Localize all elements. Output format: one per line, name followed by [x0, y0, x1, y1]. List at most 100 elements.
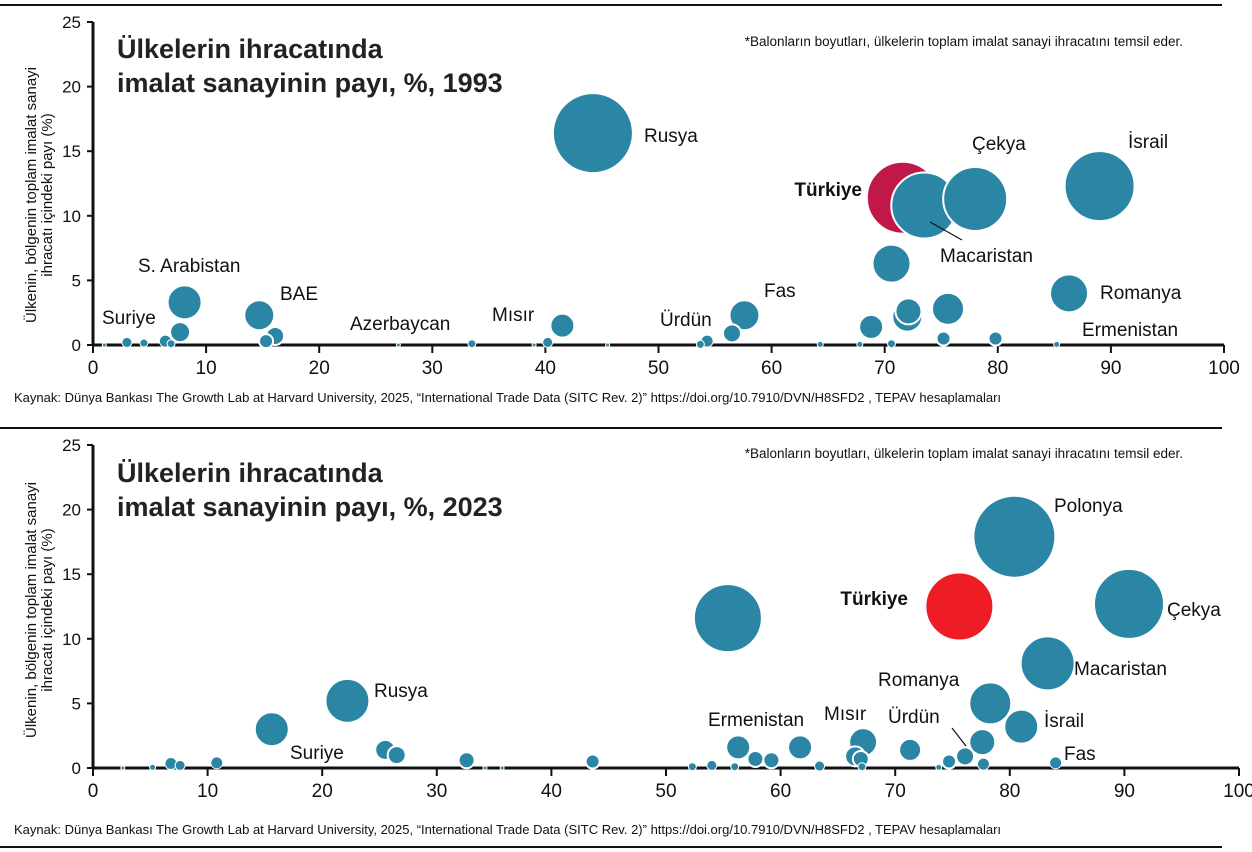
data-label: Azerbaycan [350, 314, 450, 335]
source-note-1993: Kaynak: Dünya Bankası The Growth Lab at … [14, 390, 1002, 405]
bubble-polonya [972, 494, 1057, 579]
bubble-romanya [1049, 273, 1090, 314]
bubble [856, 340, 864, 348]
data-label: Rusya [644, 126, 698, 147]
bubble-türkiye [924, 571, 995, 642]
chart-title-line2: imalat sanayinin payı, %, 2023 [117, 492, 503, 522]
x-tick-label: 80 [987, 358, 1008, 379]
x-tick-label: 40 [541, 781, 562, 802]
bubble-rusya [551, 92, 634, 175]
data-label: Ürdün [660, 310, 712, 331]
bubble [955, 746, 976, 767]
bubble [858, 313, 885, 340]
bubble-size-note: *Balonların boyutları, ülkelerin toplam … [745, 34, 1183, 49]
top-rule [0, 4, 1222, 6]
chart-panel-1: 0 5 10 15 20 25 0 10 20 30 40 50 60 70 80 90 100 Ülkenin,… [22, 436, 1252, 802]
x-tick-label: 0 [88, 358, 99, 379]
bubble [814, 760, 826, 772]
y-tick-label: 10 [62, 207, 81, 226]
data-label: Çekya [972, 134, 1026, 155]
x-tick-label: 20 [309, 358, 330, 379]
x-tick-label: 70 [874, 358, 895, 379]
bubble [706, 759, 718, 771]
bubble-suriye [253, 711, 290, 748]
y-tick-label: 20 [62, 501, 81, 520]
data-label: Türkiye [840, 589, 908, 610]
bubble [584, 753, 601, 770]
data-label: Suriye [290, 743, 344, 764]
chart-panel-0: 0 5 10 15 20 25 0 10 20 30 40 50 60 70 80 90 100 Ülkenin,… [22, 13, 1240, 379]
data-label: Romanya [1100, 283, 1182, 304]
y-tick-label: 5 [72, 694, 81, 713]
bubble [894, 297, 923, 326]
chart-title-line1: Ülkelerin ihracatında [117, 34, 384, 64]
bubble-ermenistan [1053, 340, 1061, 348]
x-tick-label: 50 [648, 358, 669, 379]
bubble [871, 243, 912, 284]
bubble [258, 333, 275, 350]
y-tick-label: 15 [62, 565, 81, 584]
data-label: S. Arabistan [138, 256, 240, 277]
x-tick-label: 20 [312, 781, 333, 802]
y-axis-label-line1: Ülkenin, bölgenin toplam imalat sanayi [22, 482, 40, 738]
bubble [139, 338, 149, 348]
bubble [787, 734, 814, 761]
y-axis-label-line1: Ülkenin, bölgenin toplam imalat sanayi [22, 67, 40, 323]
bubble [987, 330, 1004, 347]
y-tick-label: 15 [62, 142, 81, 161]
x-tick-label: 100 [1223, 781, 1252, 802]
x-tick-label: 10 [196, 358, 217, 379]
x-tick-label: 80 [999, 781, 1020, 802]
bubble [935, 763, 943, 771]
bubble [898, 737, 923, 762]
bubble-ermenistan [725, 734, 752, 761]
data-label: BAE [280, 284, 318, 305]
bubble [149, 763, 157, 771]
bubble [730, 762, 740, 772]
y-tick-label: 25 [62, 436, 81, 455]
bubble [746, 749, 765, 768]
bottom-rule [0, 846, 1222, 848]
bubble [120, 765, 126, 771]
bubble-bae [243, 299, 276, 332]
bubble [542, 336, 554, 348]
data-label: Çekya [1167, 600, 1221, 621]
bubble [762, 751, 781, 770]
y-tick-label: 0 [72, 759, 81, 778]
data-label: Suriye [102, 308, 156, 329]
y-axis-label-line2: ihracatı içindeki payı (%) [39, 528, 56, 691]
data-label: Mısır [824, 704, 867, 725]
chart-title-line2: imalat sanayinin payı, %, 1993 [117, 68, 503, 98]
y-tick-label: 20 [62, 78, 81, 97]
y-tick-label: 25 [62, 13, 81, 32]
bubble [692, 583, 763, 654]
x-tick-label: 30 [426, 781, 447, 802]
data-label: Rusya [374, 681, 428, 702]
bubble-i-srail [1003, 708, 1040, 745]
bubble [121, 336, 133, 348]
bubble [467, 339, 477, 349]
leader-line [951, 727, 967, 747]
x-tick-label: 100 [1208, 358, 1240, 379]
x-tick-label: 60 [761, 358, 782, 379]
bubble-suriye [169, 321, 192, 344]
bubble-i-srail [1063, 150, 1136, 223]
bubble [687, 762, 697, 772]
x-tick-label: 60 [770, 781, 791, 802]
data-label: Mısır [492, 305, 535, 326]
bubble-rusya [324, 677, 371, 724]
bubble-fas [1049, 756, 1063, 770]
data-label: Ürdün [888, 707, 940, 728]
data-label: Romanya [878, 670, 960, 691]
bubble-fas [728, 299, 761, 332]
data-label: İsrail [1128, 132, 1168, 153]
leader-line [929, 221, 963, 241]
bubble [531, 342, 537, 348]
bubble [941, 753, 958, 770]
bubble [695, 339, 705, 349]
bubble [457, 751, 476, 770]
data-label: Polonya [1054, 496, 1123, 517]
bubble-ürdün [968, 728, 997, 757]
bubble-ürdün [722, 323, 743, 344]
